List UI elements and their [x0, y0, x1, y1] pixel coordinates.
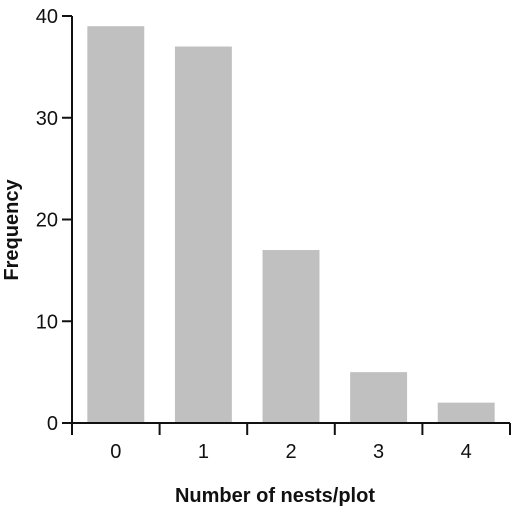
- bar-3: [350, 372, 408, 423]
- y-axis-title: Frequency: [1, 179, 23, 281]
- bar-4: [437, 402, 495, 423]
- y-axis: 0 10 20 30 40: [36, 6, 73, 435]
- x-tick-label-2: 2: [285, 441, 296, 463]
- x-tick-label-4: 4: [461, 441, 472, 463]
- y-tick-label-20: 20: [36, 210, 58, 232]
- x-axis: 0 1 2 3 4: [71, 422, 511, 463]
- bar-0: [87, 26, 145, 424]
- bars-group: [87, 26, 495, 424]
- x-axis-title: Number of nests/plot: [175, 485, 375, 507]
- y-tick-label-40: 40: [36, 6, 58, 28]
- x-tick-label-3: 3: [373, 441, 384, 463]
- y-tick-label-30: 30: [36, 108, 58, 130]
- x-tick-label-0: 0: [110, 441, 121, 463]
- bar-2: [262, 250, 320, 423]
- y-tick-label-0: 0: [47, 413, 58, 435]
- bar-1: [174, 46, 232, 424]
- y-tick-label-10: 10: [36, 311, 58, 333]
- x-tick-label-1: 1: [198, 441, 209, 463]
